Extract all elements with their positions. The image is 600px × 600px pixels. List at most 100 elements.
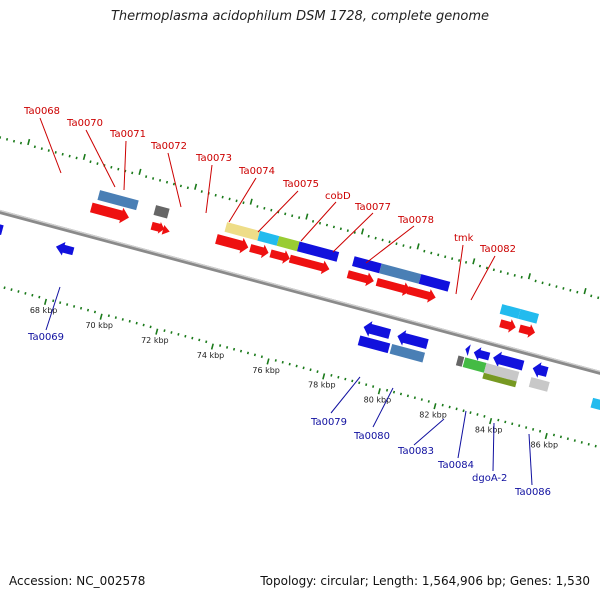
gene-label[interactable]: Ta0080 [353, 431, 390, 442]
minor-tick [291, 214, 294, 218]
minor-tick [110, 165, 113, 169]
minor-tick [152, 177, 155, 180]
minor-tick [402, 244, 405, 247]
major-tick [27, 138, 31, 146]
gene-block[interactable] [352, 256, 382, 274]
gene-arrow-forward[interactable] [269, 247, 292, 266]
minor-tick [295, 364, 298, 368]
label-leaders-bottom [45, 286, 533, 486]
gene-label[interactable]: Ta0086 [514, 487, 551, 498]
gene-arrow-reverse[interactable] [54, 240, 75, 258]
gene-block[interactable] [499, 304, 521, 319]
minor-tick [367, 234, 370, 238]
gene-label[interactable]: Ta0079 [310, 417, 347, 428]
kbp-tick-label: 74 kbp [197, 351, 225, 360]
minor-tick [38, 295, 41, 299]
minor-tick [374, 236, 377, 240]
gene-arrow-reverse[interactable] [464, 343, 471, 356]
gene-block[interactable] [389, 344, 426, 363]
gene-label[interactable]: dgoA-2 [472, 473, 507, 484]
minor-tick [339, 227, 342, 231]
gene-label[interactable]: Ta0070 [66, 118, 103, 129]
minor-tick [406, 394, 410, 398]
gene-block[interactable] [482, 372, 517, 388]
gene-label[interactable]: Ta0069 [27, 332, 64, 343]
gene-arrow-reverse[interactable] [0, 221, 4, 236]
gene-block[interactable] [518, 309, 539, 324]
gene-block[interactable] [257, 230, 280, 246]
gene-arrow-forward[interactable] [375, 275, 412, 298]
minor-tick [395, 242, 398, 246]
feature-row-bottom-1 [0, 221, 550, 379]
minor-tick [381, 238, 384, 242]
gene-arrow-forward[interactable] [498, 317, 517, 335]
gene-arrow-forward[interactable] [288, 252, 331, 276]
minor-tick [590, 294, 593, 298]
gene-arrow-reverse[interactable] [531, 360, 550, 379]
minor-tick [40, 147, 43, 151]
minor-tick [451, 257, 454, 260]
minor-tick [548, 283, 551, 287]
gene-arrow-forward[interactable] [248, 241, 270, 259]
gene-arrow-reverse[interactable] [472, 346, 491, 364]
minor-tick [221, 195, 224, 199]
gene-block[interactable] [483, 363, 520, 382]
gene-block[interactable] [379, 263, 422, 284]
gene-arrow-forward[interactable] [406, 283, 438, 304]
genome-band: 68 kbp 70 kbp 72 kbp 74 kbp 76 kbp 78 kbp 80 k… [0, 136, 600, 449]
major-tick [472, 258, 476, 265]
minor-tick [165, 180, 169, 184]
gene-block[interactable] [455, 355, 465, 367]
minor-tick [587, 442, 590, 446]
minor-tick [10, 288, 13, 291]
minor-tick [205, 340, 208, 344]
minor-tick [566, 437, 569, 441]
gene-arrow-forward[interactable] [214, 231, 250, 255]
gene-label[interactable]: Ta0075 [282, 179, 319, 190]
gene-label[interactable]: Ta0072 [150, 141, 187, 152]
major-tick [266, 358, 270, 365]
gene-block[interactable] [462, 357, 487, 373]
gene-label[interactable]: Ta0083 [397, 446, 434, 457]
gene-label[interactable]: Ta0084 [437, 460, 474, 471]
minor-tick [214, 193, 217, 197]
gene-label[interactable]: Ta0071 [109, 129, 146, 140]
gene-label[interactable]: Ta0068 [23, 106, 60, 117]
major-tick [99, 313, 103, 320]
gene-block[interactable] [528, 377, 550, 392]
gene-block[interactable] [224, 222, 260, 241]
gene-arrow-forward[interactable] [161, 224, 171, 236]
gene-block[interactable] [357, 335, 391, 354]
gene-label[interactable]: Ta0078 [397, 215, 434, 226]
gene-arrow-reverse[interactable] [362, 319, 392, 341]
minor-tick [511, 422, 514, 426]
gene-label[interactable]: cobD [325, 191, 351, 202]
minor-tick [117, 167, 120, 171]
gene-label[interactable]: Ta0077 [354, 202, 391, 213]
gene-arrow-reverse[interactable] [395, 328, 429, 351]
minor-tick [47, 149, 50, 152]
gene-label[interactable]: Ta0074 [238, 166, 275, 177]
minor-tick [562, 287, 565, 290]
minor-tick [513, 274, 516, 277]
gene-arrow-forward[interactable] [518, 322, 537, 340]
major-tick [416, 243, 420, 250]
gene-label[interactable]: Ta0082 [479, 244, 516, 255]
minor-tick [483, 414, 486, 418]
gene-arrow-reverse[interactable] [491, 350, 525, 373]
gene-label[interactable]: Ta0073 [195, 153, 232, 164]
gene-block[interactable] [418, 274, 451, 292]
kbp-tick-labels: 68 kbp 70 kbp 72 kbp 74 kbp 76 kbp 78 kbp 80 k… [30, 306, 558, 449]
gene-block[interactable] [590, 397, 600, 411]
gene-block[interactable] [296, 241, 340, 262]
gene-block[interactable] [153, 205, 170, 219]
gene-label[interactable]: tmk [454, 233, 474, 244]
minor-tick [525, 426, 528, 429]
gene-block[interactable] [276, 236, 300, 252]
gene-arrow-forward[interactable] [150, 220, 166, 235]
gene-arrow-forward[interactable] [89, 200, 131, 226]
gene-arrow-forward[interactable] [346, 267, 376, 288]
gene-block[interactable] [97, 190, 139, 211]
major-tick [210, 343, 214, 350]
minor-tick [385, 388, 389, 392]
